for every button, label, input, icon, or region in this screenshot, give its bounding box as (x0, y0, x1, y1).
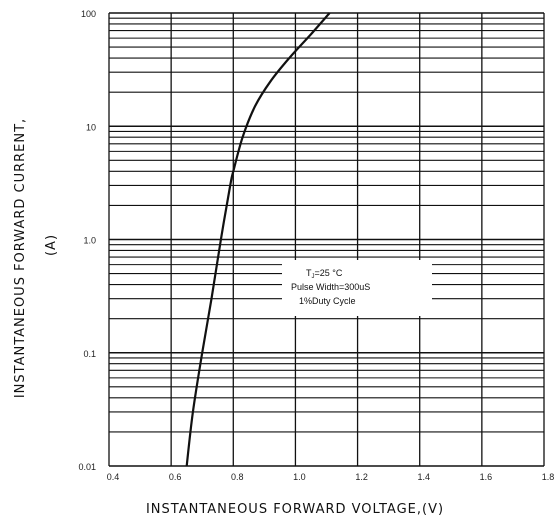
x-axis-title: INSTANTANEOUS FORWARD VOLTAGE,(V) (146, 502, 444, 517)
y-tick-label-3: 10 (86, 122, 96, 132)
x-tick-label-4: 1.2 (355, 472, 368, 482)
annotation-tj: T (306, 268, 312, 278)
y-tick-label-1: 0.1 (83, 349, 96, 359)
x-tick-label-6: 1.6 (480, 472, 493, 482)
annotation-box: TJ=25 °C Pulse Width=300uS 1%Duty Cycle (282, 260, 432, 316)
x-tick-label-7: 1.8 (542, 472, 555, 482)
annotation-tj-sub: J (312, 274, 315, 280)
annotation-temp: =25 °C (315, 268, 343, 278)
x-tick-label-1: 0.6 (169, 472, 182, 482)
x-tick-label-2: 0.8 (231, 472, 244, 482)
grid (108, 12, 545, 467)
x-tick-label-3: 1.0 (293, 472, 306, 482)
y-axis-title-line-2: (A) (44, 234, 59, 256)
x-tick-label-0: 0.4 (107, 472, 120, 482)
y-tick-label-4: 100 (81, 9, 96, 19)
y-tick-label-2: 1.0 (83, 236, 96, 246)
annotation-line-2: Pulse Width=300uS (291, 282, 370, 292)
y-axis-title-line-1: INSTANTANEOUS FORWARD CURRENT, (13, 118, 28, 398)
y-tick-label-0: 0.01 (78, 462, 96, 472)
tick-labels: 0.4 0.6 0.8 1.0 1.2 1.4 1.6 1.8 0.01 0.1 1.0 10 100 (78, 9, 554, 482)
annotation-line-1: TJ=25 °C (306, 268, 343, 280)
series (185, 12, 331, 467)
annotation-background (282, 260, 432, 316)
forward-current-curve (185, 12, 331, 467)
x-tick-label-5: 1.4 (417, 472, 430, 482)
annotation-line-3: 1%Duty Cycle (299, 296, 356, 306)
